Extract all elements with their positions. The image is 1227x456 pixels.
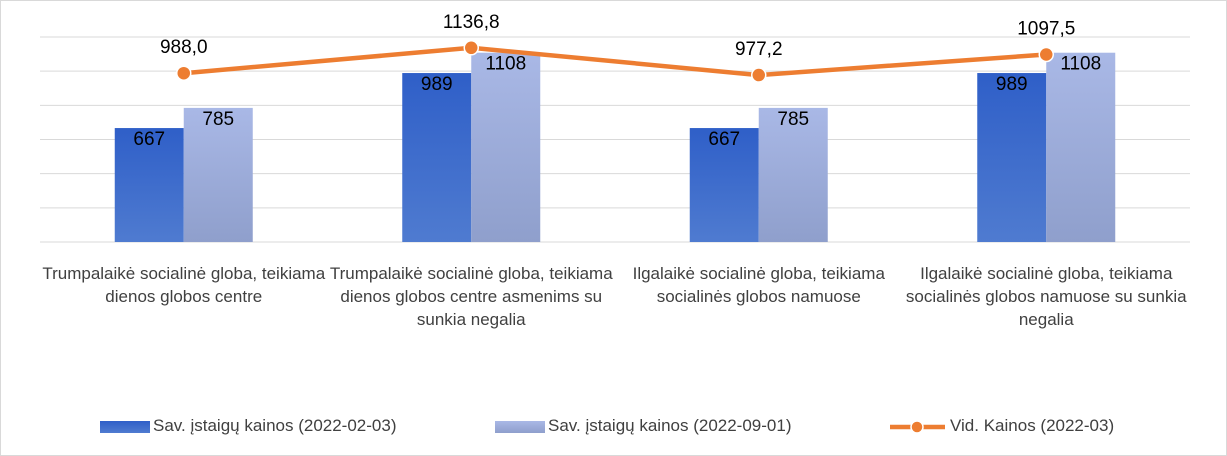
line-marker xyxy=(176,65,192,81)
data-label: 667 xyxy=(133,129,165,150)
bar xyxy=(689,128,759,242)
line-marker xyxy=(463,40,479,56)
line xyxy=(183,45,1047,78)
legend-swatch xyxy=(910,420,924,434)
data-label: 1136,8 xyxy=(443,12,500,33)
legend-label: Vid. Kainos (2022-03) xyxy=(950,416,1115,435)
line-marker xyxy=(751,67,767,83)
bar xyxy=(977,73,1047,242)
data-label: 785 xyxy=(777,109,809,130)
line-marker xyxy=(1038,46,1054,63)
x-tick-label: Trumpalaikė socialinė globa, teikiama di… xyxy=(329,264,613,329)
legend-label: Sav. įstaigų kainos (2022-09-01) xyxy=(548,416,792,435)
bar xyxy=(1046,52,1116,242)
x-tick-label: Ilgalaikė socialinė globa, teikiama soci… xyxy=(632,264,885,306)
legend-label: Sav. įstaigų kainos (2022-02-03) xyxy=(153,416,397,435)
x-tick-label: Ilgalaikė socialinė globa, teikiama soci… xyxy=(905,264,1187,329)
bar xyxy=(114,128,184,242)
data-label: 1108 xyxy=(1060,54,1101,75)
bar xyxy=(402,73,472,242)
data-label: 667 xyxy=(708,129,740,150)
bar xyxy=(183,107,253,242)
bar xyxy=(758,107,828,242)
data-label: 1108 xyxy=(485,54,526,75)
legend-swatch xyxy=(495,421,545,433)
x-tick-label: Trumpalaikė socialinė globa, teikiama di… xyxy=(42,264,326,306)
data-label: 989 xyxy=(996,74,1028,95)
data-label: 989 xyxy=(421,74,453,95)
legend-swatch xyxy=(100,421,150,433)
data-label: 785 xyxy=(202,109,234,130)
data-label: 977,2 xyxy=(735,39,783,60)
data-label: 988,0 xyxy=(160,37,208,58)
bar xyxy=(471,52,541,242)
data-label: 1097,5 xyxy=(1017,19,1075,40)
